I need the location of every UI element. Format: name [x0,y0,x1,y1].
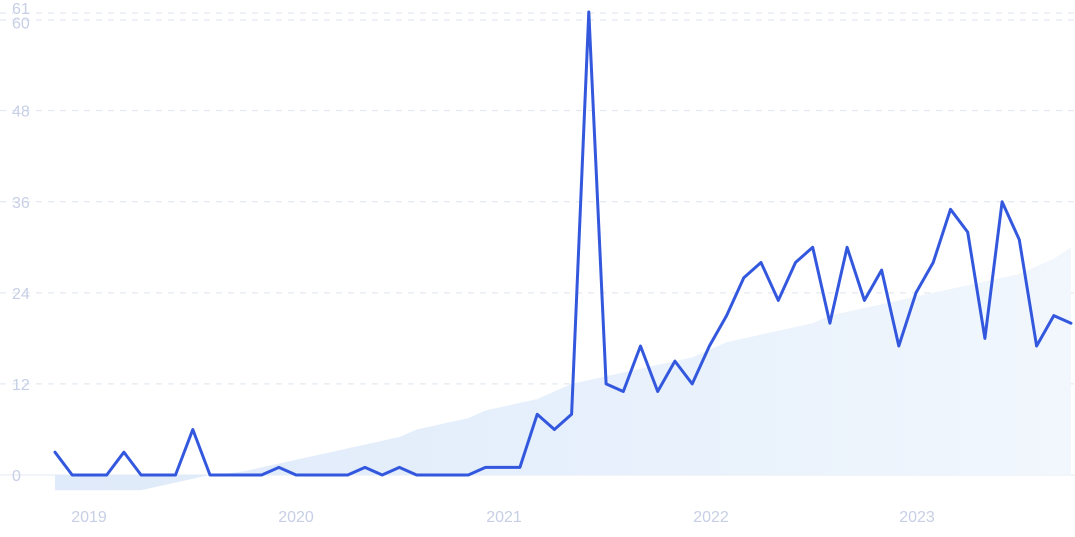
x-tick-label-2023: 2023 [899,509,935,526]
y-tick-label-24: 24 [12,286,30,303]
y-tick-label-0: 0 [12,468,21,485]
x-axis-ticks: 2019 2020 2021 2022 2023 [71,509,935,526]
y-tick-label-36: 36 [12,195,30,212]
series-line [53,10,1073,477]
y-tick-label-48: 48 [12,104,30,121]
x-tick-label-2019: 2019 [71,509,107,526]
x-tick-label-2022: 2022 [693,509,729,526]
y-tick-label-12: 12 [12,377,30,394]
x-tick-label-2021: 2021 [486,509,522,526]
x-tick-label-2020: 2020 [278,509,314,526]
series-line-layer [53,10,1073,477]
y-tick-label-60: 60 [12,16,30,33]
trend-area [55,247,1071,491]
y-tick-label-61: 61 [12,1,30,18]
trend-area-layer [55,247,1071,491]
